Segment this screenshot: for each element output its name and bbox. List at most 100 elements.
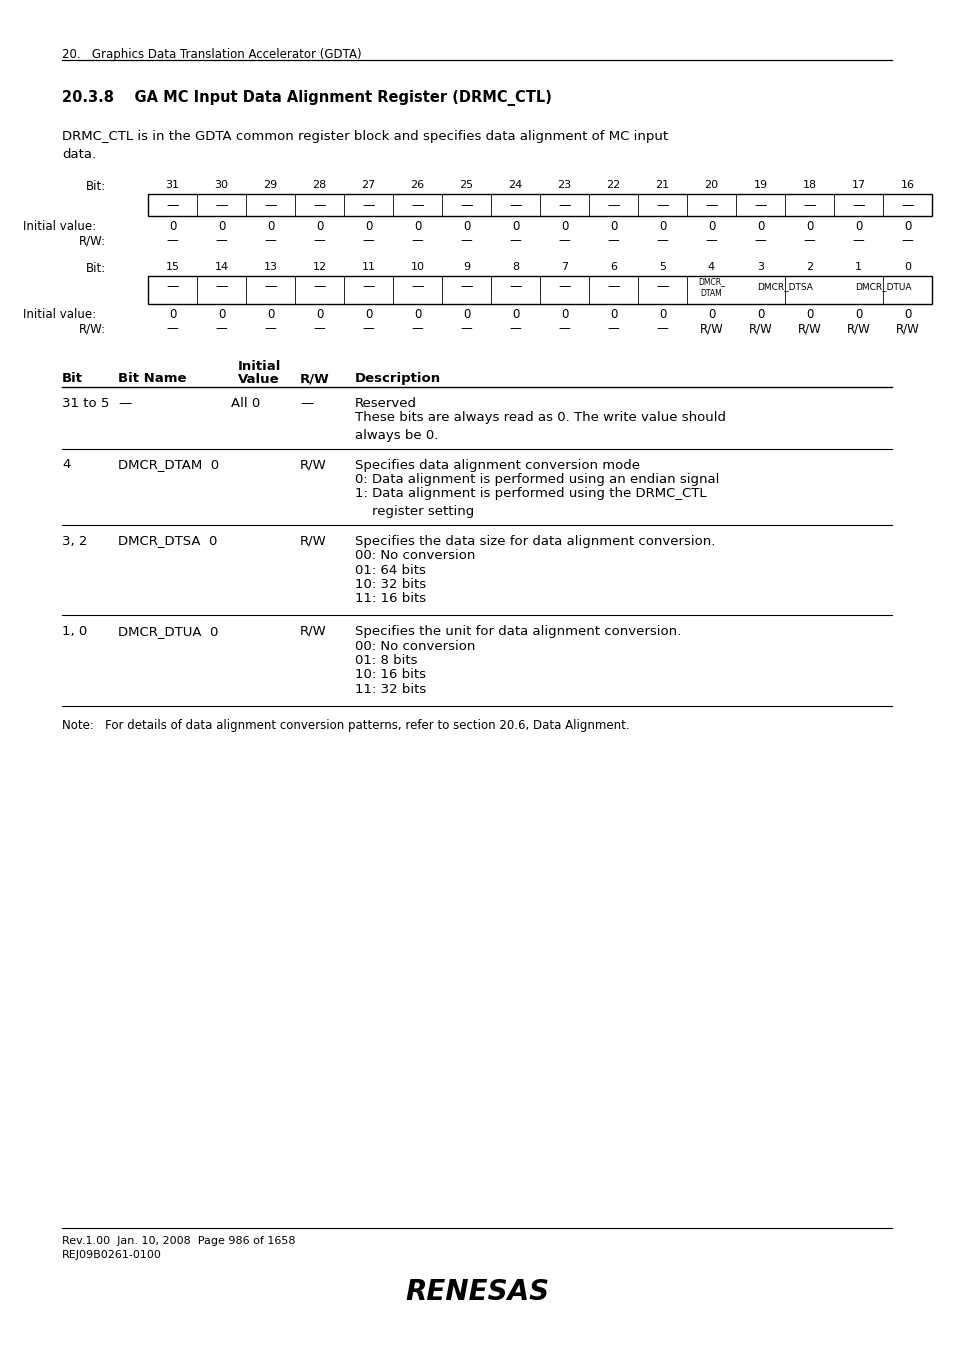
Text: —: — — [509, 198, 521, 212]
Text: —: — — [509, 279, 521, 293]
Text: 0: 0 — [902, 308, 910, 321]
Text: —: — — [558, 279, 570, 293]
Text: 0: 0 — [756, 308, 763, 321]
Text: —: — — [558, 198, 570, 212]
Text: DMCR_DTSA  0: DMCR_DTSA 0 — [118, 535, 217, 548]
Text: These bits are always read as 0. The write value should
always be 0.: These bits are always read as 0. The wri… — [355, 412, 725, 441]
Text: 0: 0 — [707, 308, 715, 321]
Text: 0: 0 — [414, 220, 420, 234]
Text: Reserved: Reserved — [355, 397, 416, 410]
Text: —: — — [362, 323, 374, 335]
Text: —: — — [558, 234, 570, 247]
Text: —: — — [901, 234, 912, 247]
Text: DMCR_DTSA: DMCR_DTSA — [757, 282, 812, 292]
Text: 0: 0 — [659, 308, 665, 321]
Text: —: — — [705, 234, 717, 247]
Text: 27: 27 — [361, 180, 375, 190]
Text: —: — — [460, 234, 472, 247]
Text: 0: 0 — [707, 220, 715, 234]
Text: All 0: All 0 — [232, 397, 260, 410]
Text: —: — — [166, 198, 178, 212]
Text: 26: 26 — [410, 180, 424, 190]
Text: —: — — [215, 234, 227, 247]
Text: 0: 0 — [364, 308, 372, 321]
Text: 0: 0 — [560, 308, 568, 321]
Text: 21: 21 — [655, 180, 669, 190]
Text: —: — — [215, 198, 228, 212]
Text: 00: No conversion: 00: No conversion — [355, 549, 475, 562]
Text: 7: 7 — [560, 262, 567, 271]
Text: —: — — [411, 279, 423, 293]
Text: —: — — [313, 279, 325, 293]
Text: 0: 0 — [267, 308, 274, 321]
Text: RENESAS: RENESAS — [404, 1278, 549, 1305]
Text: 20.3.8    GA MC Input Data Alignment Register (DRMC_CTL): 20.3.8 GA MC Input Data Alignment Regist… — [62, 90, 551, 107]
Text: REJ09B0261-0100: REJ09B0261-0100 — [62, 1250, 162, 1260]
Text: 1: Data alignment is performed using the DRMC_CTL
    register setting: 1: Data alignment is performed using the… — [355, 487, 706, 517]
Text: —: — — [166, 279, 178, 293]
Text: 15: 15 — [165, 262, 179, 271]
Text: 3, 2: 3, 2 — [62, 535, 88, 548]
Text: 24: 24 — [508, 180, 522, 190]
Text: —: — — [314, 234, 325, 247]
Text: —: — — [264, 279, 276, 293]
Text: Initial: Initial — [237, 360, 281, 373]
Text: 17: 17 — [850, 180, 864, 190]
Text: 11: 11 — [361, 262, 375, 271]
Text: 20: 20 — [703, 180, 718, 190]
Text: —: — — [656, 234, 668, 247]
Text: —: — — [313, 198, 325, 212]
Text: Description: Description — [355, 373, 440, 385]
Text: 9: 9 — [462, 262, 470, 271]
Text: —: — — [509, 234, 521, 247]
Text: Bit Name: Bit Name — [118, 373, 186, 385]
Text: R/W: R/W — [845, 323, 869, 335]
Text: 1, 0: 1, 0 — [62, 625, 87, 639]
Text: 8: 8 — [512, 262, 518, 271]
Text: R/W: R/W — [797, 323, 821, 335]
Text: R/W: R/W — [748, 323, 772, 335]
Text: 0: 0 — [217, 308, 225, 321]
Text: —: — — [901, 198, 913, 212]
Text: 31 to 5: 31 to 5 — [62, 397, 110, 410]
Text: 11: 16 bits: 11: 16 bits — [355, 593, 426, 606]
Text: —: — — [215, 323, 227, 335]
Text: 0: 0 — [267, 220, 274, 234]
Text: 19: 19 — [753, 180, 767, 190]
Text: —: — — [264, 234, 276, 247]
Text: 11: 32 bits: 11: 32 bits — [355, 683, 426, 697]
Text: —: — — [459, 198, 473, 212]
Text: 23: 23 — [557, 180, 571, 190]
Text: —: — — [411, 234, 423, 247]
Text: —: — — [607, 279, 619, 293]
Text: Initial value:: Initial value: — [23, 308, 96, 321]
Text: 0: 0 — [315, 220, 323, 234]
Text: Note:   For details of data alignment conversion patterns, refer to section 20.6: Note: For details of data alignment conv… — [62, 720, 629, 733]
Text: —: — — [607, 234, 618, 247]
Text: R/W:: R/W: — [79, 323, 106, 335]
Text: —: — — [167, 323, 178, 335]
Text: 4: 4 — [62, 459, 71, 471]
Text: —: — — [264, 323, 276, 335]
Text: R/W: R/W — [299, 373, 330, 385]
Text: —: — — [459, 279, 473, 293]
Text: 1: 1 — [854, 262, 862, 271]
Text: DMCR_
DTAM: DMCR_ DTAM — [698, 277, 724, 298]
Text: 0: 0 — [560, 220, 568, 234]
Text: DMCR_DTAM  0: DMCR_DTAM 0 — [118, 459, 219, 471]
Text: 0: 0 — [462, 220, 470, 234]
Text: Specifies the data size for data alignment conversion.: Specifies the data size for data alignme… — [355, 535, 715, 548]
Text: —: — — [362, 198, 375, 212]
Text: 0: 0 — [609, 220, 617, 234]
Text: 0: 0 — [414, 308, 420, 321]
Text: —: — — [656, 198, 668, 212]
Text: DMCR_DTUA: DMCR_DTUA — [854, 282, 910, 292]
Text: DRMC_CTL is in the GDTA common register block and specifies data alignment of MC: DRMC_CTL is in the GDTA common register … — [62, 130, 667, 143]
Text: —: — — [411, 323, 423, 335]
Text: 0: 0 — [903, 262, 910, 271]
Text: —: — — [509, 323, 521, 335]
Text: 00: No conversion: 00: No conversion — [355, 640, 475, 652]
Text: —: — — [704, 198, 717, 212]
Text: data.: data. — [62, 148, 96, 161]
Text: 0: 0 — [854, 220, 862, 234]
